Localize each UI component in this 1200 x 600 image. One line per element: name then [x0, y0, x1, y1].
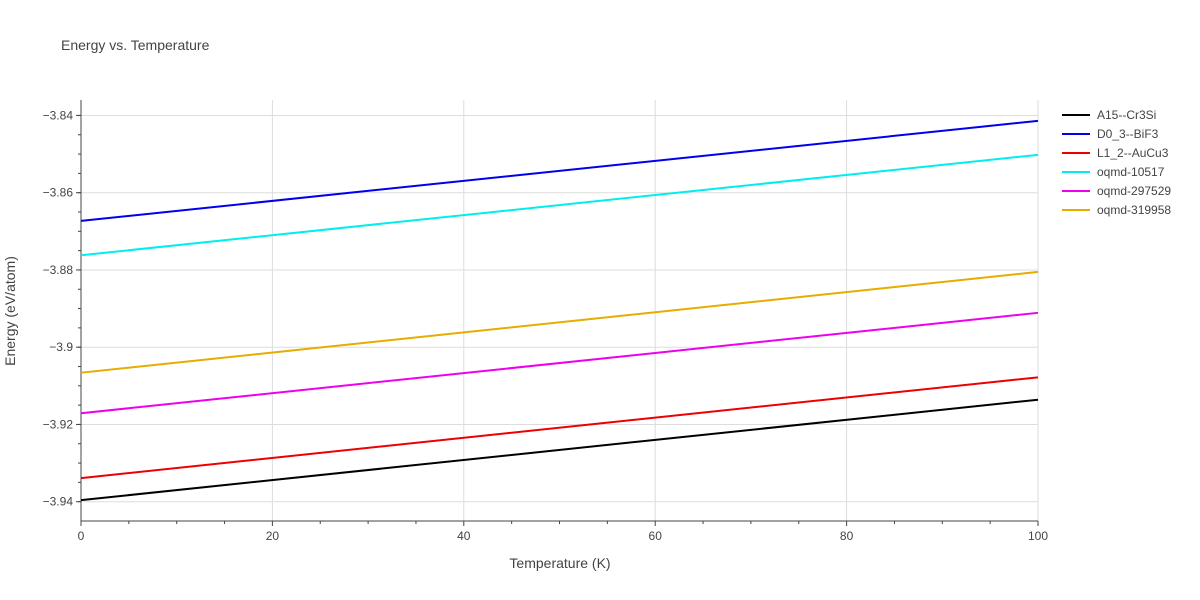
x-tick-label: 100 — [1028, 529, 1048, 543]
legend-label: D0_3--BiF3 — [1097, 127, 1159, 141]
legend-label: L1_2--AuCu3 — [1097, 146, 1169, 160]
legend: A15--Cr3Si D0_3--BiF3 L1_2--AuCu3 oqmd-1051… — [1062, 108, 1171, 217]
x-axis-title: Temperature (K) — [509, 555, 610, 571]
series-line-A15--Cr3Si — [80, 398, 1039, 502]
x-tick-label: 60 — [649, 529, 663, 543]
legend-label: oqmd-297529 — [1097, 184, 1171, 198]
x-tick-label: 0 — [78, 529, 85, 543]
y-tick-label: −3.84 — [43, 108, 74, 122]
y-tick-label: −3.94 — [43, 495, 74, 509]
y-tick-label: −3.88 — [43, 263, 74, 277]
series-line-oqmd-297529 — [80, 311, 1039, 415]
x-tick-label: 80 — [840, 529, 854, 543]
series-line-oqmd-10517 — [80, 153, 1039, 257]
x-tick-label: 40 — [457, 529, 471, 543]
axes: 0 20 40 60 80 100 −3.94 −3.92 −3.9 −3.88 −3.86 −3.8… — [43, 100, 1048, 543]
grid — [81, 100, 1039, 521]
x-tick-label: 20 — [266, 529, 280, 543]
legend-label: oqmd-319958 — [1097, 203, 1171, 217]
y-axis-title: Energy (eV/atom) — [2, 256, 18, 366]
y-tick-label: −3.86 — [43, 186, 74, 200]
series-line-oqmd-319958 — [80, 270, 1039, 374]
series-line-L1_2--AuCu3 — [80, 376, 1039, 480]
y-tick-label: −3.92 — [43, 417, 74, 431]
series-group — [80, 119, 1039, 502]
y-tick-label: −3.9 — [49, 340, 73, 354]
legend-label: oqmd-10517 — [1097, 165, 1165, 179]
legend-label: A15--Cr3Si — [1097, 108, 1156, 122]
series-line-D0_3--BiF3 — [80, 119, 1039, 222]
chart-title: Energy vs. Temperature — [61, 37, 210, 53]
